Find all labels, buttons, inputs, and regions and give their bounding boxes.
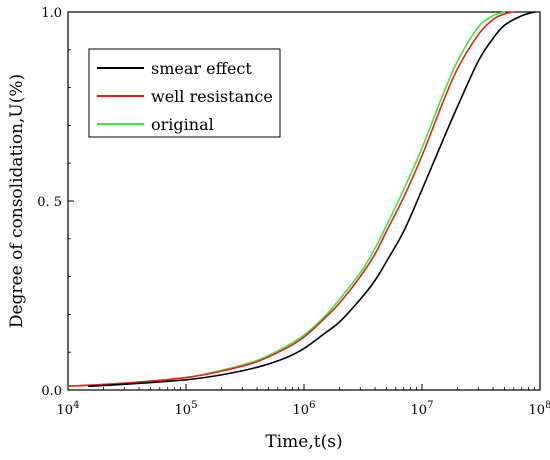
series-line-smear-effect [87,11,536,388]
x-tick-label: 108 [529,400,550,418]
series-lines [67,11,536,388]
x-tick-label: 107 [411,400,434,418]
legend-label-original: original [151,115,214,134]
series-line-well-resistance [67,11,515,388]
legend-label-well-resistance: well resistance [151,87,273,106]
axis-ticks [67,11,541,391]
legend: smear effect well resistance original [88,48,281,138]
x-tick-label: 106 [293,400,316,418]
axis-tick-labels: 104 105 106 107 108 0.0 0. 5 1.0 [37,6,550,418]
x-tick-label: 104 [57,400,80,418]
legend-label-smear-effect: smear effect [151,59,252,78]
y-tick-label: 0. 5 [37,195,62,210]
x-tick-label: 105 [175,400,198,418]
x-axis-title: Time,t(s) [265,432,342,452]
y-axis-title: Degree of consolidation,U(%) [7,74,27,328]
y-tick-label: 0.0 [41,384,62,399]
y-tick-label: 1.0 [41,6,62,21]
legend-box [88,48,281,138]
